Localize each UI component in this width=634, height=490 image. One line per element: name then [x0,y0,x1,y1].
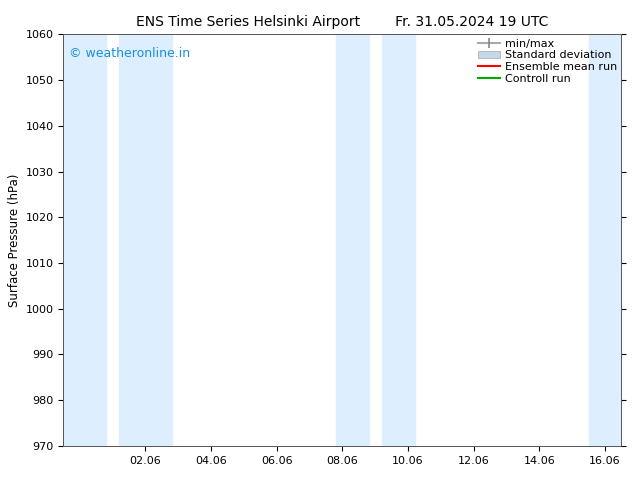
Bar [382,34,415,446]
Y-axis label: Surface Pressure (hPa): Surface Pressure (hPa) [8,173,22,307]
Bar [63,34,106,446]
Bar [588,34,621,446]
Bar [119,34,172,446]
Title: ENS Time Series Helsinki Airport        Fr. 31.05.2024 19 UTC: ENS Time Series Helsinki Airport Fr. 31.… [136,15,548,29]
Bar [336,34,368,446]
Legend: min/max, Standard deviation, Ensemble mean run, Controll run: min/max, Standard deviation, Ensemble me… [476,37,619,86]
Text: © weatheronline.in: © weatheronline.in [69,47,190,60]
